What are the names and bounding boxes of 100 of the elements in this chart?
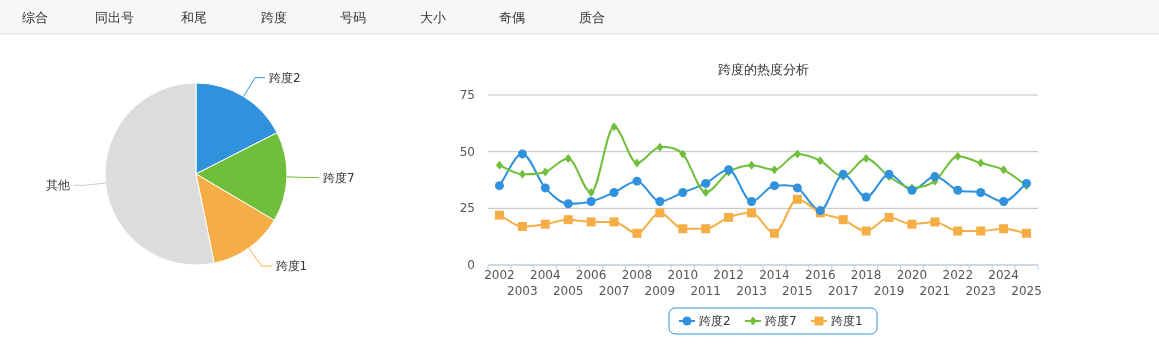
point [679,149,687,159]
x-tick-label: 2009 [644,284,676,298]
point [977,158,985,168]
chart-title: 跨度的热度分析 [717,62,809,77]
point [540,219,550,229]
point [907,219,917,229]
point [655,208,665,218]
point [517,221,527,231]
point [540,183,550,193]
x-tick-label: 2008 [621,268,653,282]
y-tick-label: 75 [459,88,475,102]
point [999,224,1009,234]
point [655,197,665,207]
slice-label: 跨度1 [275,259,308,274]
x-tick-label: 2023 [965,284,996,298]
point [953,185,963,195]
point [999,197,1009,207]
point [587,187,595,197]
point [1000,165,1008,175]
point [564,153,572,163]
point [586,217,596,227]
point [494,181,504,191]
point [701,178,711,188]
point [678,224,688,234]
point [770,165,778,175]
x-tick-label: 2012 [713,268,744,282]
text: 和尾 [181,10,207,25]
legend-label: 跨度7 [765,314,797,328]
slice-label: 跨度7 [322,170,355,185]
x-tick-label: 2022 [942,268,974,282]
point [678,187,688,197]
point [861,192,871,202]
point [633,158,641,168]
point [769,228,779,238]
x-tick-label: 2016 [805,268,836,282]
x-tick-label: 2002 [484,268,515,282]
x-tick-label: 2024 [988,268,1019,282]
point [930,217,940,227]
point [976,226,986,236]
point [495,160,503,170]
point [610,122,618,132]
point [769,181,779,191]
point [792,183,802,193]
point [563,199,573,209]
y-tick-label: 25 [459,201,475,216]
x-tick-label: 2025 [1011,284,1042,298]
point [976,187,986,197]
x-tick-label: 2013 [736,284,767,298]
point [816,156,824,166]
text: 质合 [578,10,605,25]
point [792,194,802,204]
point [724,212,734,222]
x-tick-label: 2014 [759,268,790,282]
x-tick-label: 2004 [530,268,561,282]
text: 奇偶 [499,10,525,25]
point [748,160,756,170]
y-tick-label: 50 [459,144,475,159]
point [793,149,801,159]
point [930,172,940,182]
x-tick-label: 2005 [552,284,584,298]
x-tick-label: 2015 [782,284,813,298]
point [494,210,504,220]
point [563,215,573,225]
x-tick-label: 2007 [598,284,630,298]
point [609,217,619,227]
x-tick-label: 2018 [850,268,882,282]
x-tick-label: 2021 [919,284,951,298]
point [1022,228,1032,238]
x-tick-label: 2020 [896,268,928,282]
point [541,167,549,177]
point [702,187,710,197]
point [954,151,962,161]
point [747,208,757,218]
legend-label: 跨度2 [699,314,731,328]
point [747,197,757,207]
x-tick-label: 2011 [690,284,721,298]
point [632,176,642,186]
x-tick-label: 2010 [667,268,699,282]
point [884,212,894,222]
point [517,149,527,159]
point [862,153,870,163]
text: 综合 [22,10,48,25]
x-tick-label: 2006 [575,268,607,282]
slice-label: 其他 [45,178,70,193]
point [861,226,871,236]
y-tick-label: 0 [467,258,475,272]
x-tick-label: 2019 [873,284,905,298]
point [656,142,664,152]
point [838,215,848,225]
legend-label: 跨度1 [831,314,863,328]
text: 号码 [340,10,366,25]
point [518,169,526,179]
point [632,228,642,238]
point [609,187,619,197]
point [701,224,711,234]
text: 大小 [419,10,446,25]
slice-label: 跨度2 [269,70,301,85]
x-tick-label: 2003 [507,284,538,298]
point [586,197,596,207]
x-tick-label: 2017 [827,284,859,298]
